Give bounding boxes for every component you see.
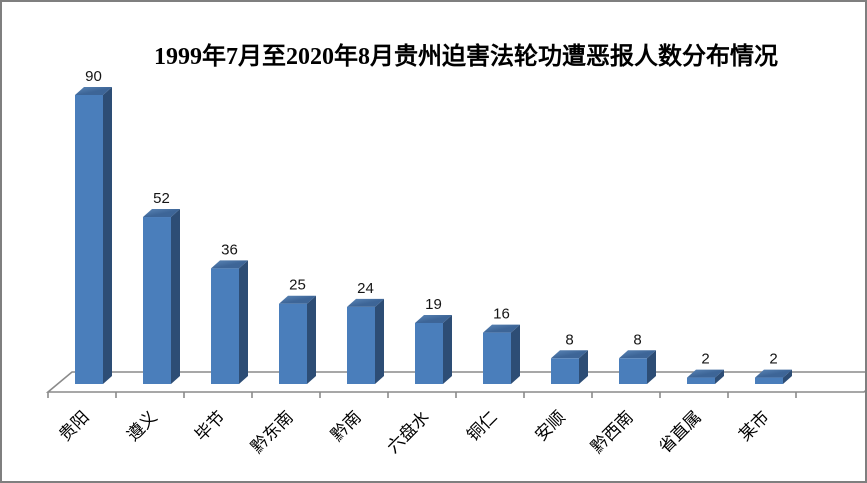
bar-top-face xyxy=(279,295,316,304)
category-label: 某市 xyxy=(735,407,772,444)
bar-side-face xyxy=(239,260,248,384)
bar-group-3: 36 毕节 xyxy=(191,241,248,445)
bar-side-face xyxy=(375,298,384,384)
category-label: 安顺 xyxy=(531,407,568,444)
category-label: 贵阳 xyxy=(55,407,92,444)
bar-top-face xyxy=(415,314,452,323)
bar-top-face xyxy=(483,324,520,333)
bar-front-face xyxy=(415,322,443,384)
category-label: 毕节 xyxy=(191,407,228,444)
bar-side-face xyxy=(511,324,520,384)
bar-group-5: 24 黔南 xyxy=(327,280,384,445)
data-label: 8 xyxy=(565,331,573,348)
category-label: 遵义 xyxy=(123,407,160,444)
data-label: 36 xyxy=(221,241,238,258)
bar-side-face xyxy=(579,350,588,384)
bar-side-face xyxy=(171,209,180,384)
data-label: 16 xyxy=(493,306,510,323)
data-label: 52 xyxy=(153,190,170,207)
bar-front-face xyxy=(619,358,647,384)
bar-group-4: 25 黔东南 xyxy=(247,277,316,457)
bar-top-face xyxy=(687,369,724,378)
bar-front-face xyxy=(483,332,511,384)
data-label: 2 xyxy=(769,351,777,368)
bar-group-9: 8 黔西南 xyxy=(587,331,656,457)
bar-side-face xyxy=(647,350,656,384)
bar-front-face xyxy=(211,268,239,384)
bar-front-face xyxy=(551,358,579,384)
data-label: 19 xyxy=(425,296,442,313)
bar-group-1: 90 贵阳 xyxy=(55,68,112,445)
category-label: 黔南 xyxy=(327,407,364,444)
bar-front-face xyxy=(755,377,783,384)
data-label: 25 xyxy=(289,277,306,294)
bar-side-face xyxy=(715,369,724,384)
category-label: 六盘水 xyxy=(383,407,432,456)
bar-side-face xyxy=(443,314,452,384)
bar-top-face xyxy=(75,87,112,95)
data-label: 8 xyxy=(633,331,641,348)
category-label: 省直属 xyxy=(655,407,704,456)
bar-group-2: 52 遵义 xyxy=(123,190,180,445)
bar-front-face xyxy=(143,217,171,384)
bar-top-face xyxy=(211,260,248,269)
bar-side-face xyxy=(783,369,792,384)
bar-top-face xyxy=(619,350,656,359)
category-label: 黔东南 xyxy=(247,407,296,456)
bar-side-face xyxy=(307,295,316,384)
bar-group-11: 2 某市 xyxy=(735,351,792,445)
category-label: 黔西南 xyxy=(587,407,636,456)
category-label: 铜仁 xyxy=(463,407,500,444)
bar-front-face xyxy=(687,377,715,384)
chart-title: 1999年7月至2020年8月贵州迫害法轮功遭恶报人数分布情况 xyxy=(154,44,778,70)
bar-front-face xyxy=(75,95,103,384)
bar-top-face xyxy=(143,209,180,218)
bar-front-face xyxy=(279,303,307,384)
data-label: 2 xyxy=(701,351,709,368)
data-label: 90 xyxy=(85,68,102,85)
bar-top-face xyxy=(755,369,792,378)
bar-top-face xyxy=(551,350,588,359)
bar-front-face xyxy=(347,306,375,384)
data-label: 24 xyxy=(357,280,374,297)
bar-group-10: 2 省直属 xyxy=(655,351,724,457)
bar-side-face xyxy=(103,87,112,384)
bar-top-face xyxy=(347,298,384,307)
